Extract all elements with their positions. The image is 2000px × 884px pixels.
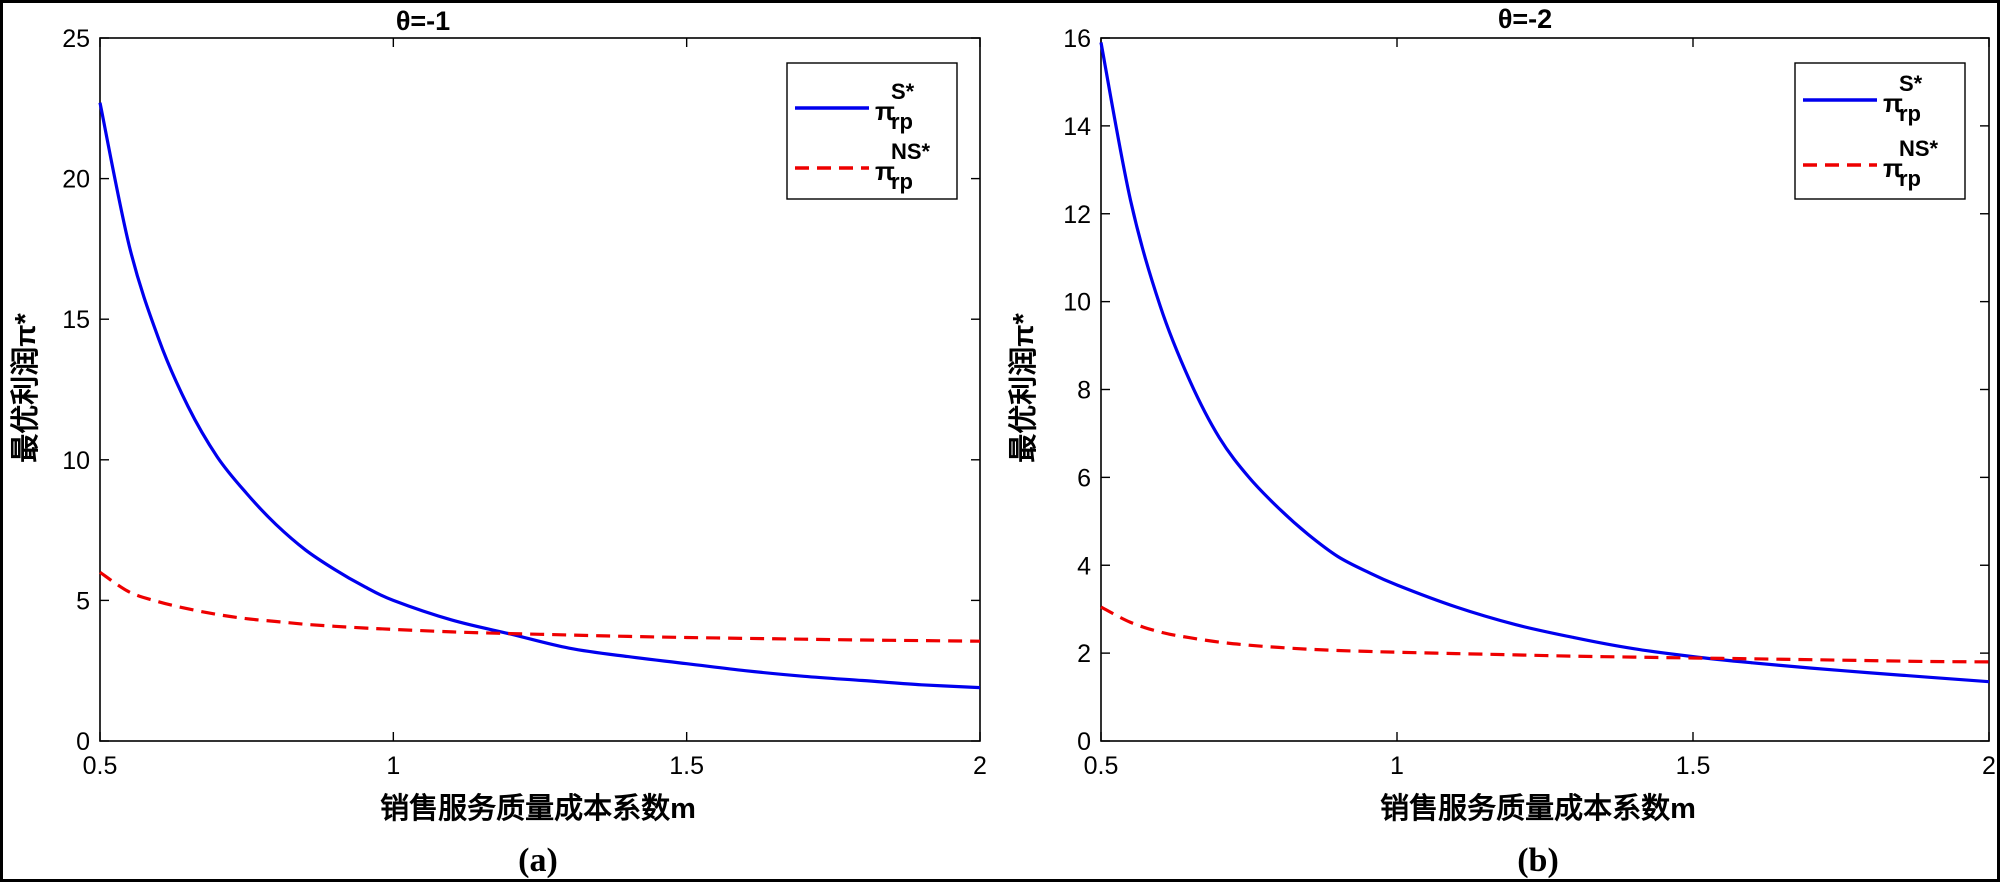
chart-title-b: θ=-2: [1498, 4, 1552, 34]
legend-sub-s-a: rp: [891, 109, 913, 134]
series-line-ns-b: [1100, 605, 1990, 664]
panel-label-a: (a): [518, 842, 558, 879]
legend-pi: π: [1883, 153, 1903, 183]
legend-sub-ns-b: rp: [1899, 166, 1921, 191]
legend-label-s-a: π: [875, 96, 895, 126]
y-tick-label-b: 0: [1077, 728, 1091, 756]
y-tick-label-a: 5: [76, 587, 90, 615]
y-tick-label-a: 0: [76, 728, 90, 756]
x-tick-label-b: 1.5: [1676, 752, 1711, 780]
y-tick-label-b: 12: [1063, 201, 1091, 229]
series-line-s-b: [1099, 42, 1990, 684]
panel-label-b: (b): [1517, 842, 1559, 879]
plot-area-a: [99, 37, 981, 742]
series-line-s-a: [98, 102, 981, 690]
panel-b: θ=-2 0.5 1 1.5 2 0 2 4 6 8 10 12 14 16 销售服务质量成本系数m 最…: [1006, 4, 1996, 879]
y-tick-label-b: 4: [1077, 552, 1091, 580]
y-tick-label-a: 20: [62, 166, 90, 194]
legend-sup-ns-a: NS*: [891, 139, 931, 164]
legend-sup-s-b: S*: [1899, 71, 1923, 96]
legend-sup-s-a: S*: [891, 79, 915, 104]
x-tick-label-a: 2: [973, 752, 987, 780]
legend-label-ns-a: π: [875, 156, 895, 186]
legend-b: π S* rp π NS* rp: [1794, 62, 1966, 200]
legend-box-b: [1794, 62, 1966, 200]
x-tick-label-a: 0.5: [83, 752, 118, 780]
legend-sub-ns-a: rp: [891, 169, 913, 194]
legend-label-ns-b: π: [1883, 153, 1903, 183]
ticks-b: 0.5 1 1.5 2 0 2 4 6 8 10 12 14 16: [1063, 25, 1996, 780]
y-tick-label-a: 15: [62, 306, 90, 334]
y-tick-label-a: 25: [62, 25, 90, 53]
legend-box-a: [786, 62, 958, 200]
y-axis-label-a: 最优利润π*: [8, 313, 42, 463]
x-tick-label-b: 2: [1982, 752, 1996, 780]
x-tick-label-a: 1.5: [669, 752, 704, 780]
y-tick-label-b: 16: [1063, 25, 1091, 53]
legend-sup-ns-b: NS*: [1899, 136, 1939, 161]
y-axis-label-b: 最优利润π*: [1006, 313, 1040, 463]
y-tick-label-b: 2: [1077, 640, 1091, 668]
legend-label-s-b: π: [1883, 88, 1903, 118]
y-tick-label-b: 10: [1063, 289, 1091, 317]
y-tick-label-b: 8: [1077, 377, 1091, 405]
y-tick-label-b: 6: [1077, 464, 1091, 492]
series-line-ns-a: [99, 570, 981, 643]
legend-pi: π: [875, 96, 895, 126]
x-axis-label-a: 销售服务质量成本系数m: [380, 792, 696, 825]
series-lines-a: [98, 102, 981, 690]
legend-pi: π: [1883, 88, 1903, 118]
x-tick-label-b: 0.5: [1084, 752, 1119, 780]
legend-sub-s-b: rp: [1899, 101, 1921, 126]
series-lines-b: [1099, 42, 1990, 684]
x-tick-label-b: 1: [1390, 752, 1404, 780]
y-tick-label-b: 14: [1063, 113, 1091, 141]
x-tick-label-a: 1: [386, 752, 400, 780]
x-axis-label-b: 销售服务质量成本系数m: [1380, 792, 1696, 825]
chart-title-a: θ=-1: [396, 6, 450, 36]
legend-a: π S* rp π NS* rp: [786, 62, 958, 200]
y-tick-label-a: 10: [62, 447, 90, 475]
legend-pi: π: [875, 156, 895, 186]
